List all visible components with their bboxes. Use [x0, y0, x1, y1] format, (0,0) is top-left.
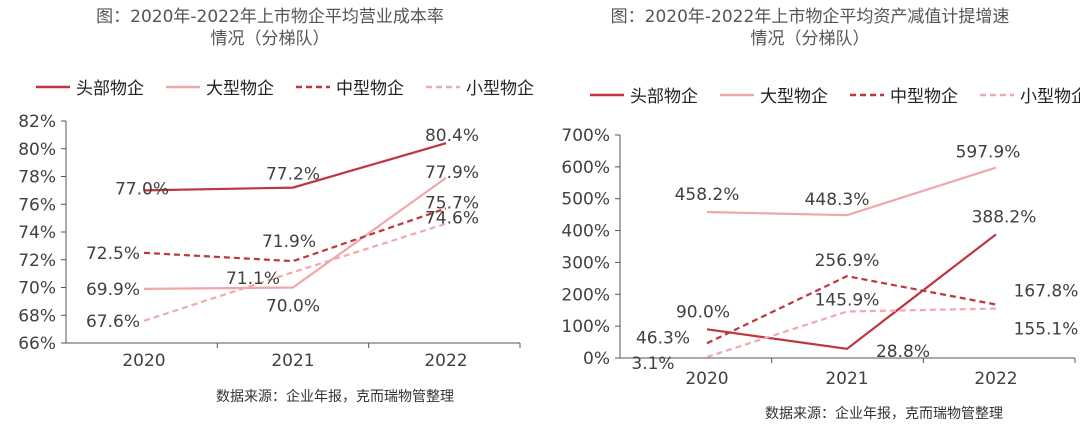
left-chart-source: 数据来源：企业年报，克而瑞物管整理 [216, 389, 454, 405]
legend-swatch-large [720, 93, 754, 96]
legend-swatch-head [590, 93, 624, 96]
data-label-mid: 71.9% [262, 232, 316, 252]
series-line-head [143, 142, 447, 192]
legend-swatch-large [166, 85, 200, 88]
y-tick-label: 400% [561, 222, 610, 242]
y-tick-label: 72% [18, 251, 56, 271]
data-label-mid: 75.7% [425, 193, 479, 213]
y-tick-label: 100% [561, 317, 610, 337]
legend-label-small: 小型物企 [1020, 87, 1080, 107]
y-tick-label: 70% [18, 279, 56, 299]
data-label-small: 71.1% [226, 269, 280, 289]
data-label-mid: 72.5% [86, 244, 140, 264]
x-tick-label: 2022 [424, 351, 467, 371]
legend-label-large: 大型物企 [206, 79, 274, 99]
y-tick-label: 68% [18, 306, 56, 326]
legend-label-head: 头部物企 [76, 79, 144, 99]
left-chart-plot: 66% 68% 70% 72% 74% 76% 78% 80% 82% 2020 2021 2022 7… [18, 112, 521, 371]
y-tick-label: 700% [561, 126, 610, 146]
legend-label-large: 大型物企 [760, 87, 828, 107]
y-tick-label: 74% [18, 223, 56, 243]
series-line-large [143, 176, 447, 290]
series-line-head [706, 233, 997, 350]
x-tick-label: 2022 [974, 369, 1017, 389]
legend-item-large: 大型物企 [720, 82, 828, 107]
data-label-head: 77.2% [266, 165, 320, 185]
legend-item-small: 小型物企 [426, 74, 534, 99]
legend-item-mid: 中型物企 [850, 82, 958, 107]
x-tick-label: 2021 [271, 351, 314, 371]
left-chart-panel: 图：2020年-2022年上市物企平均营业成本率 情况（分梯队） 头部物企 大型… [18, 7, 534, 405]
data-label-small: 145.9% [815, 291, 880, 311]
legend-swatch-head [36, 85, 70, 88]
data-label-head: 90.0% [676, 302, 730, 322]
y-tick-label: 76% [18, 195, 56, 215]
y-tick-label: 500% [561, 190, 610, 210]
x-tick-label: 2020 [685, 369, 728, 389]
right-chart-title-line1: 图：2020年-2022年上市物企平均资产减值计提增速 [610, 7, 1010, 27]
data-label-small: 67.6% [86, 312, 140, 332]
legend-swatch-mid [850, 93, 884, 96]
data-label-large: 597.9% [956, 143, 1021, 163]
legend-swatch-mid [296, 85, 330, 88]
x-tick-label: 2020 [122, 351, 165, 371]
right-chart-panel: 图：2020年-2022年上市物企平均资产减值计提增速 情况（分梯队） 头部物企… [540, 0, 1080, 430]
data-label-large: 448.3% [805, 190, 870, 210]
y-tick-label: 600% [561, 158, 610, 178]
data-label-small: 74.6% [425, 209, 479, 229]
legend-item-head: 头部物企 [36, 74, 144, 99]
data-label-large: 458.2% [675, 185, 740, 205]
data-label-large: 70.0% [266, 297, 320, 317]
series-line-mid [706, 275, 997, 345]
legend-swatch-small [980, 93, 1014, 96]
right-chart-title-line2: 情况（分梯队） [750, 29, 870, 49]
legend-item-head: 头部物企 [590, 82, 698, 107]
data-label-small: 3.1% [631, 354, 674, 374]
legend-swatch-small [426, 85, 460, 88]
data-label-small: 155.1% [1014, 320, 1079, 340]
legend-label-mid: 中型物企 [890, 87, 958, 107]
data-label-large: 69.9% [86, 280, 140, 300]
series-line-small [143, 222, 447, 322]
right-chart-plot: 0% 100% 200% 300% 400% 500% 600% 700% 2020 2021 20… [561, 126, 1079, 389]
legend-item-large: 大型物企 [166, 74, 274, 99]
data-label-mid: 167.8% [1014, 282, 1079, 302]
series-line-large [706, 166, 997, 217]
legend-item-mid: 中型物企 [296, 74, 404, 99]
legend-label-head: 头部物企 [630, 87, 698, 107]
left-chart-title-line1: 图：2020年-2022年上市物企平均营业成本率 [96, 7, 444, 27]
data-label-head: 388.2% [972, 207, 1037, 227]
data-label-large: 77.9% [425, 163, 479, 183]
legend-label-small: 小型物企 [466, 79, 534, 99]
y-tick-label: 78% [18, 168, 56, 188]
data-label-mid: 46.3% [636, 328, 690, 348]
data-label-head: 80.4% [425, 126, 479, 146]
y-tick-label: 82% [18, 112, 56, 132]
y-tick-label: 0% [583, 349, 610, 369]
y-tick-label: 300% [561, 253, 610, 273]
right-chart-source: 数据来源：企业年报，克而瑞物管整理 [765, 406, 1003, 422]
left-chart-legend: 头部物企 大型物企 中型物企 小型物企 [0, 74, 576, 99]
legend-item-small: 小型物企 [980, 82, 1080, 107]
y-tick-label: 200% [561, 285, 610, 305]
right-chart-legend: 头部物企 大型物企 中型物企 小型物企 [540, 82, 1080, 107]
y-tick-label: 80% [18, 140, 56, 160]
series-line-small [706, 307, 997, 359]
legend-label-mid: 中型物企 [336, 79, 404, 99]
data-label-mid: 256.9% [815, 251, 880, 271]
left-chart-title-line2: 情况（分梯队） [210, 29, 330, 49]
data-label-head: 28.8% [876, 342, 930, 362]
y-tick-label: 66% [18, 334, 56, 354]
data-label-head: 77.0% [115, 179, 169, 199]
x-tick-label: 2021 [825, 369, 868, 389]
